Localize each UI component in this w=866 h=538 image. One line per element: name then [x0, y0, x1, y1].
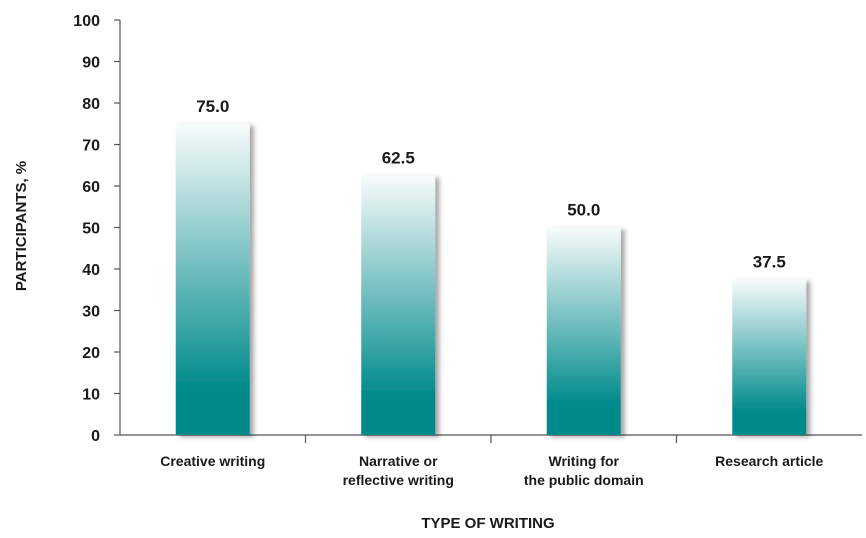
y-tick-label: 10	[82, 387, 100, 404]
y-axis: 0 10 20 30 40 50 60 70 80 90 100	[73, 13, 121, 445]
y-tick-label: 30	[82, 304, 100, 321]
y-tick-label: 80	[82, 96, 100, 113]
bar-value-label: 37.5	[753, 252, 786, 271]
category-label: reflective writing	[343, 472, 454, 488]
bar-value-label: 75.0	[196, 97, 229, 116]
y-tick-label: 40	[82, 262, 100, 279]
category-labels: Creative writing Narrative or reflective w…	[160, 453, 823, 488]
y-tick-label: 50	[82, 221, 100, 238]
category-label: Narrative or	[359, 453, 438, 469]
y-tick-label: 70	[82, 138, 100, 155]
bar	[361, 175, 436, 435]
category-label: the public domain	[524, 472, 644, 488]
bars	[175, 123, 807, 435]
y-tick-label: 90	[82, 55, 100, 72]
x-axis-title: TYPE OF WRITING	[421, 515, 554, 532]
bar	[732, 279, 807, 435]
bar-value-label: 50.0	[567, 201, 600, 220]
category-label: Creative writing	[160, 453, 265, 469]
value-labels: 75.0 62.5 50.0 37.5	[196, 97, 786, 272]
y-tick-label: 60	[82, 179, 100, 196]
y-tick-label: 20	[82, 345, 100, 362]
category-label: Writing for	[548, 453, 619, 469]
x-axis	[120, 434, 862, 443]
category-label: Research article	[715, 453, 823, 469]
bar	[175, 123, 250, 435]
bar-value-label: 62.5	[382, 149, 415, 168]
y-tick-label: 100	[73, 13, 100, 30]
y-tick-label: 0	[91, 428, 100, 445]
bar	[546, 227, 621, 435]
y-axis-title: PARTICIPANTS, %	[13, 161, 30, 291]
